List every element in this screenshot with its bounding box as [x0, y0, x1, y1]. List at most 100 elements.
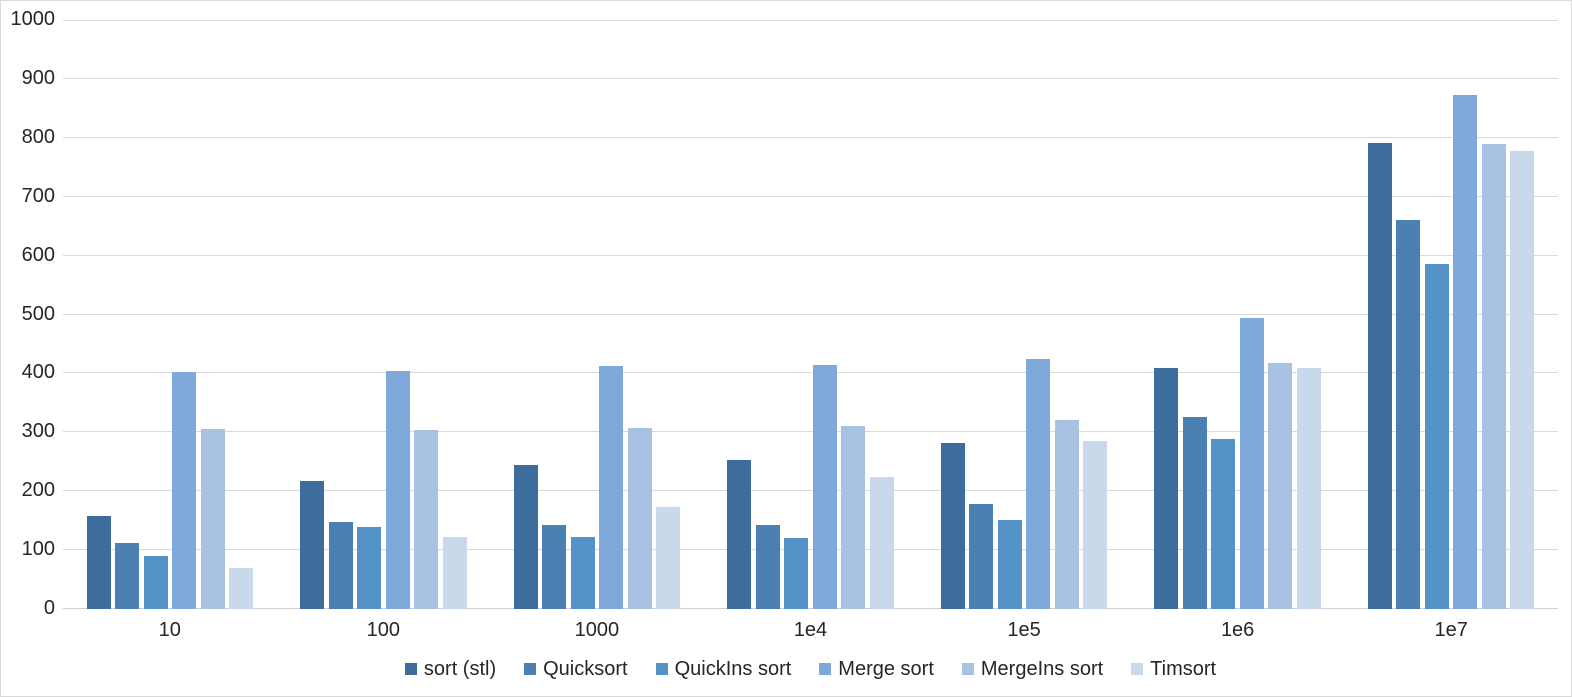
- bar: [442, 536, 467, 609]
- plot-area: [63, 20, 1558, 609]
- legend-item: Quicksort: [524, 658, 628, 680]
- x-axis-label: 1000: [574, 619, 620, 641]
- bar: [86, 515, 111, 609]
- bar: [997, 519, 1022, 609]
- x-axis-label: 1e5: [1007, 619, 1041, 641]
- y-axis: 0 100 200 300 400 500 600 700 800 900 1000: [1, 9, 56, 618]
- gridline: [63, 549, 1558, 551]
- y-axis-label: 600: [21, 243, 55, 266]
- bar: [1026, 359, 1051, 609]
- bar: [1054, 419, 1079, 609]
- x-axis-label: 1e7: [1434, 619, 1468, 641]
- x-axis-label: 1e4: [793, 619, 828, 641]
- y-axis-label: 400: [21, 361, 55, 384]
- bar: [1367, 142, 1392, 609]
- bar: [869, 476, 894, 609]
- legend-swatch: [961, 663, 974, 675]
- y-axis-label: 500: [21, 302, 55, 325]
- y-axis-label: 800: [21, 125, 55, 148]
- bar-group-10: [63, 20, 277, 609]
- bar: [385, 371, 410, 609]
- bar: [414, 429, 439, 609]
- gridline: [63, 20, 1558, 21]
- bar: [200, 428, 225, 609]
- bar: [841, 425, 866, 609]
- legend-item: MergeIns sort: [961, 658, 1104, 680]
- gridline: [63, 431, 1558, 433]
- bar: [1211, 439, 1236, 609]
- bar: [542, 525, 567, 609]
- legend-label: Merge sort: [838, 658, 934, 680]
- bar-group-1e4: [704, 20, 918, 609]
- bar: [1424, 264, 1449, 609]
- gridline: [63, 254, 1558, 256]
- y-axis-label: 900: [21, 66, 55, 89]
- legend-swatch: [655, 663, 668, 675]
- bar: [143, 556, 168, 609]
- bar-group-1e5: [917, 20, 1131, 609]
- y-axis-label: 200: [21, 479, 55, 502]
- legend-swatch: [404, 663, 417, 675]
- bar: [1396, 219, 1421, 609]
- gridline: [63, 490, 1558, 492]
- bar: [300, 480, 325, 609]
- bar: [1154, 367, 1179, 609]
- bar-group-1e6: [1131, 20, 1345, 609]
- legend-label: Quicksort: [543, 658, 628, 680]
- x-axis: 10 100 1000 1e4 1e5 1e6 1e7: [63, 617, 1558, 643]
- bar: [1510, 151, 1535, 609]
- bar-group-1000: [490, 20, 704, 609]
- legend: sort (stl) Quicksort QuickIns sort Merge so…: [63, 658, 1558, 680]
- legend-swatch: [819, 663, 832, 675]
- bar-group-100: [277, 20, 491, 609]
- bar: [784, 537, 809, 609]
- bar: [1296, 368, 1321, 609]
- bar: [1453, 95, 1478, 609]
- legend-swatch: [1131, 663, 1144, 675]
- bar: [755, 524, 780, 609]
- legend-label: Timsort: [1150, 658, 1217, 680]
- bar: [229, 567, 254, 609]
- x-axis-line: [63, 608, 1558, 609]
- x-axis-label: 10: [158, 619, 181, 641]
- bar: [1268, 363, 1293, 609]
- y-axis-label: 300: [21, 420, 55, 443]
- bar: [328, 521, 353, 609]
- gridline: [63, 372, 1558, 374]
- bar: [115, 543, 140, 609]
- legend-label: QuickIns sort: [674, 658, 792, 680]
- legend-label: sort (stl): [423, 658, 497, 680]
- bar: [656, 507, 681, 609]
- y-axis-label: 0: [43, 597, 55, 619]
- bar: [627, 428, 652, 609]
- bar: [513, 464, 538, 609]
- gridline: [63, 136, 1558, 138]
- bar: [172, 372, 197, 609]
- bar: [940, 442, 965, 609]
- bar: [599, 366, 624, 609]
- x-axis-label: 100: [366, 619, 401, 641]
- bar: [1083, 441, 1108, 609]
- legend-item: Merge sort: [819, 658, 934, 680]
- x-axis-label: 1e6: [1220, 619, 1255, 641]
- gridline: [63, 313, 1558, 315]
- legend-label: MergeIns sort: [980, 658, 1104, 680]
- bar: [1239, 318, 1264, 609]
- gridline: [63, 77, 1558, 79]
- bar: [812, 364, 837, 609]
- bar: [1182, 417, 1207, 609]
- bar: [969, 503, 994, 609]
- legend-item: sort (stl): [404, 658, 497, 680]
- bar: [570, 537, 595, 609]
- y-axis-label: 100: [21, 538, 55, 561]
- bar-group-1e7: [1344, 20, 1558, 609]
- bar: [727, 460, 752, 609]
- legend-item: Timsort: [1131, 658, 1216, 680]
- legend-swatch: [524, 663, 537, 675]
- y-axis-label: 700: [21, 184, 55, 207]
- y-axis-label: 1000: [10, 8, 56, 30]
- bar: [1481, 143, 1506, 609]
- bar: [357, 526, 382, 609]
- gridline: [63, 195, 1558, 197]
